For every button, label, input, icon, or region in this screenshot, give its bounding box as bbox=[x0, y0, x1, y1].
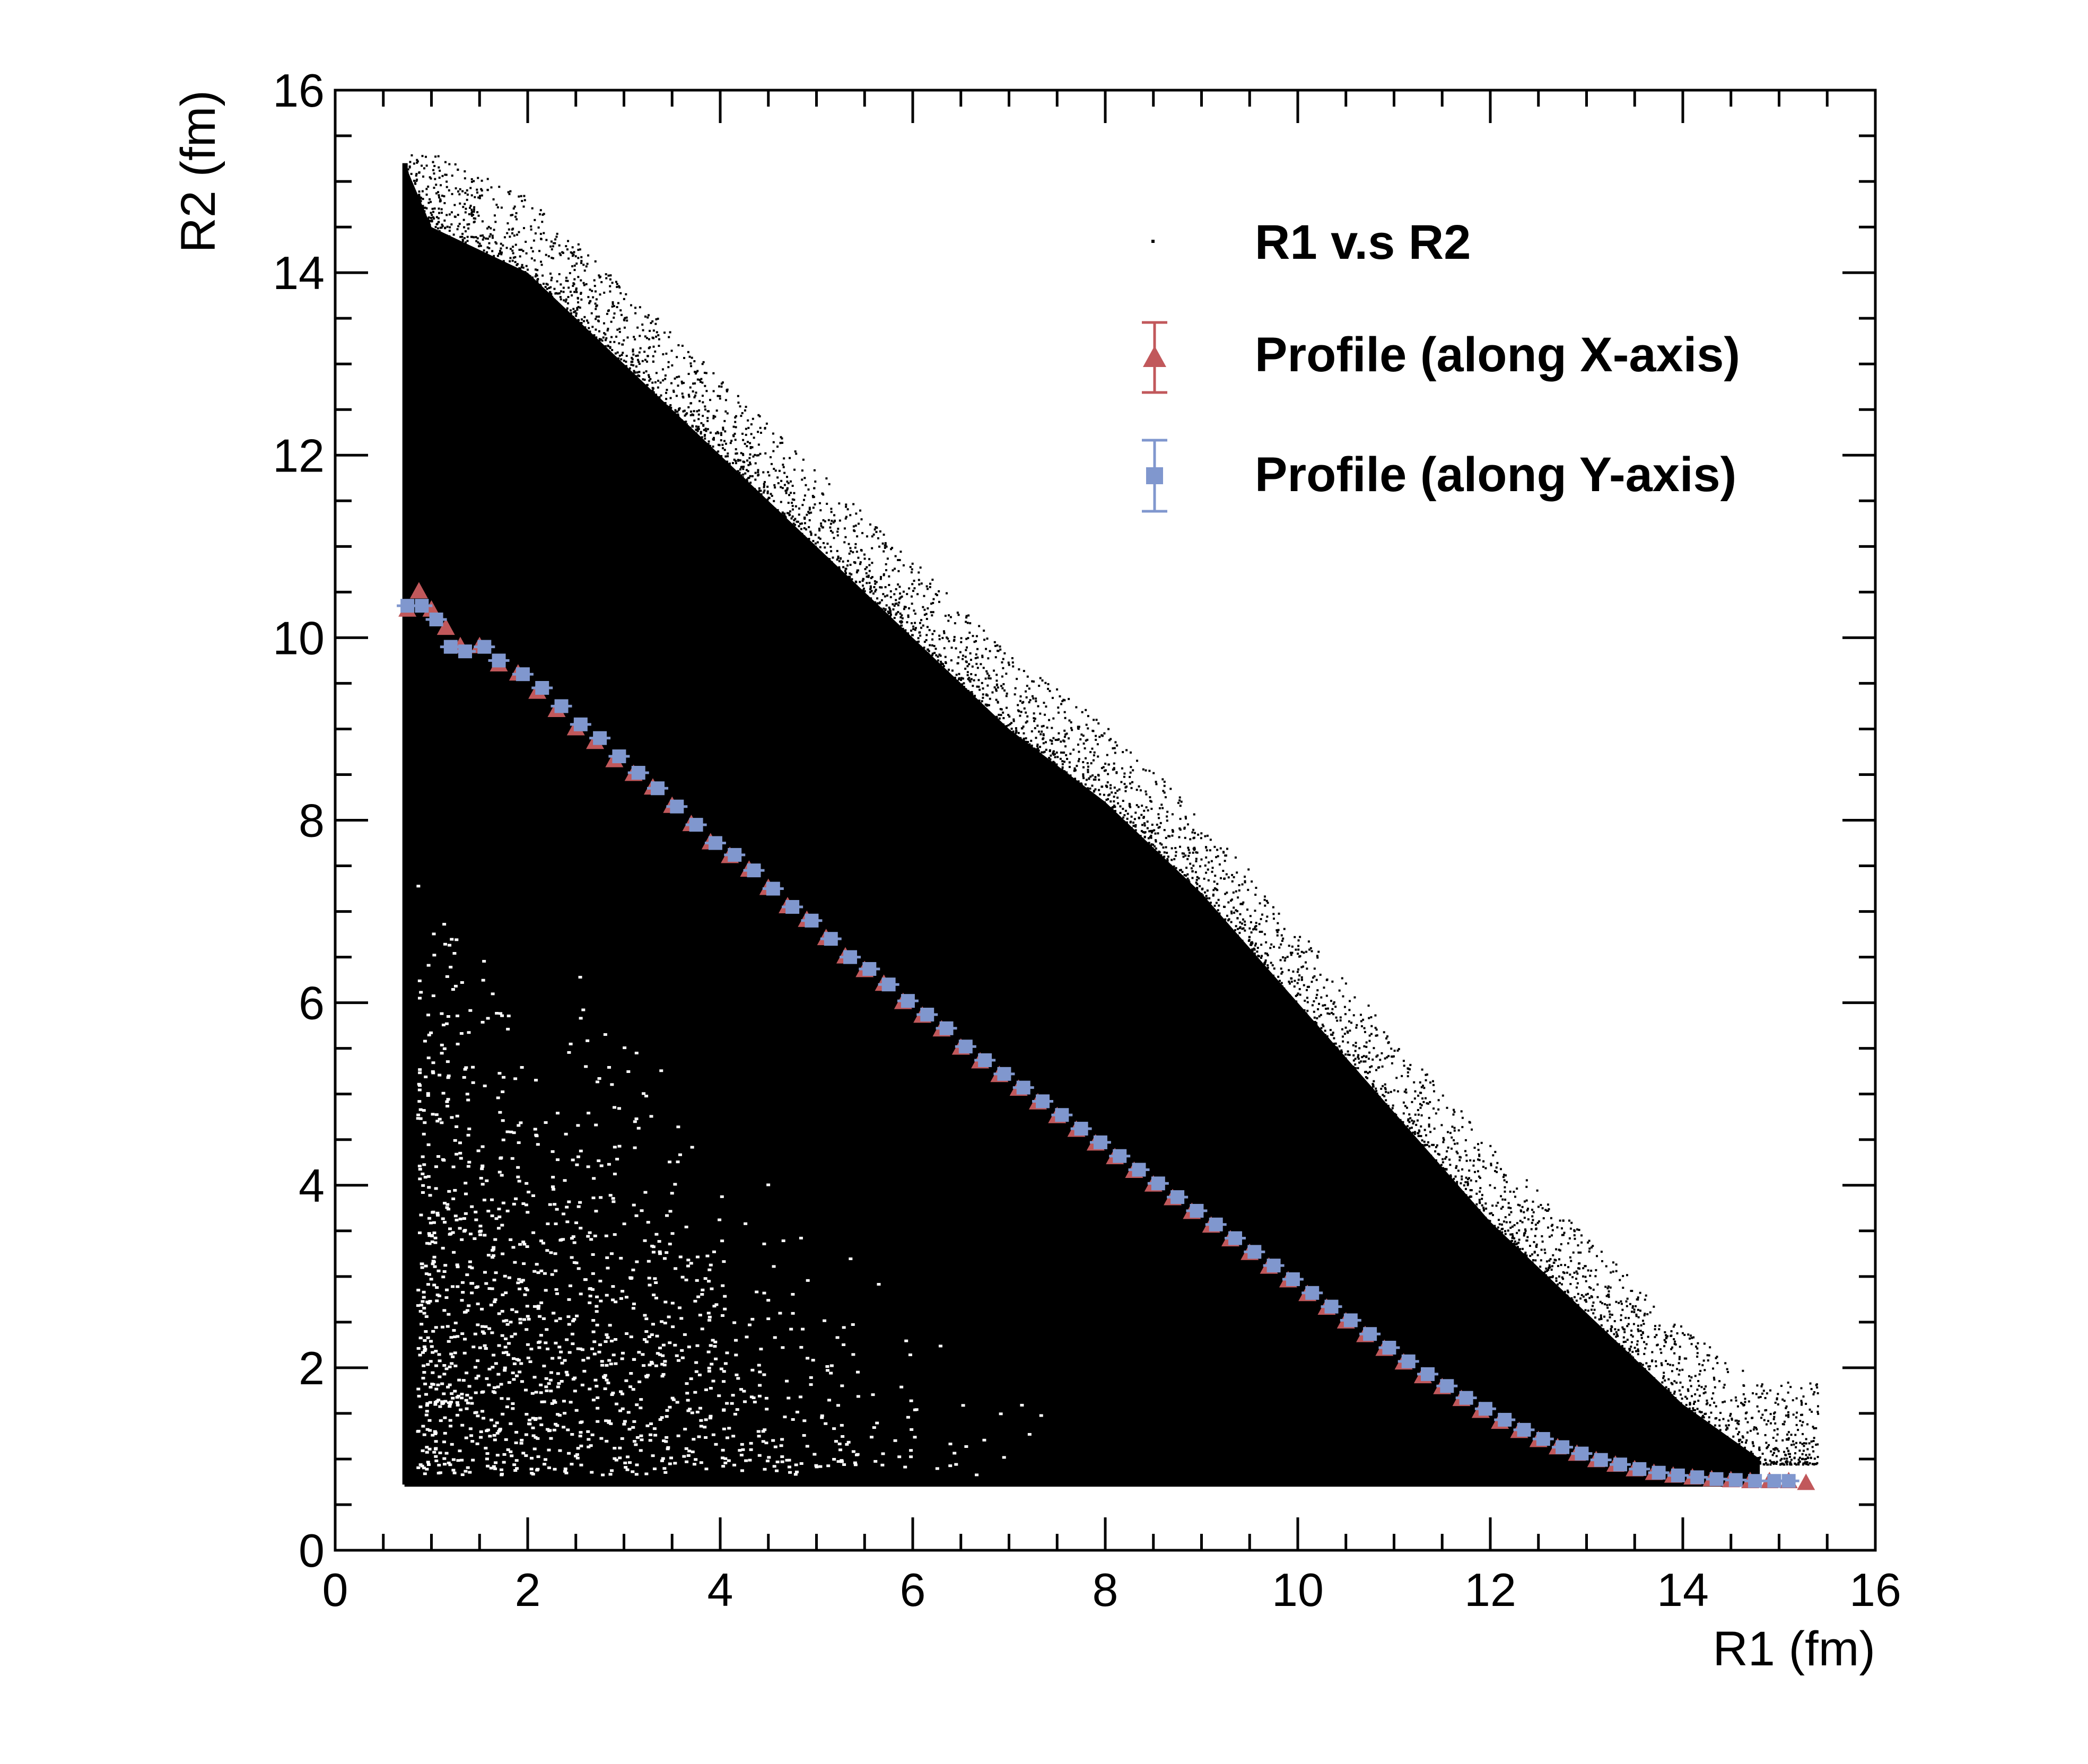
profile-x-point bbox=[436, 618, 455, 635]
scatter-cloud bbox=[402, 154, 1820, 1487]
scatter-left-edge bbox=[402, 163, 408, 1485]
y-axis-title: R2 (fm) bbox=[171, 90, 225, 253]
x-tick-label: 4 bbox=[707, 1564, 733, 1616]
scatter-outer-fringe bbox=[404, 154, 1820, 1466]
legend-label-profile-x: Profile (along X-axis) bbox=[1255, 328, 1740, 382]
profile-y-series bbox=[397, 599, 1799, 1488]
profile-x-point bbox=[1797, 1473, 1815, 1490]
profile-x-point bbox=[409, 582, 428, 599]
scatter-sparse-holes bbox=[416, 885, 1043, 1477]
x-tick-label: 16 bbox=[1849, 1564, 1901, 1616]
x-tick-label: 8 bbox=[1093, 1564, 1119, 1616]
x-tick-label: 12 bbox=[1464, 1564, 1516, 1616]
y-tick-label: 0 bbox=[299, 1524, 325, 1577]
x-tick-label: 0 bbox=[322, 1564, 348, 1616]
axis-ticks bbox=[334, 89, 1877, 1552]
y-tick-label: 16 bbox=[273, 64, 325, 117]
x-axis-title: R1 (fm) bbox=[1713, 1622, 1875, 1676]
x-tick-label: 2 bbox=[515, 1564, 541, 1616]
y-tick-label: 14 bbox=[273, 247, 325, 299]
y-tick-label: 10 bbox=[273, 612, 325, 664]
x-tick-label: 10 bbox=[1272, 1564, 1324, 1616]
tick-labels: 0 2 4 6 8 10 12 14 16 0 2 4 6 8 10 12 14 16 bbox=[273, 64, 1901, 1616]
y-tick-label: 2 bbox=[299, 1342, 325, 1394]
legend-label-scatter: R1 v.s R2 bbox=[1255, 215, 1471, 269]
legend-label-profile-y: Profile (along Y-axis) bbox=[1255, 448, 1736, 502]
x-tick-label: 14 bbox=[1657, 1564, 1709, 1616]
y-tick-label: 8 bbox=[299, 794, 325, 847]
legend-marker-scatter bbox=[1151, 240, 1155, 243]
legend: R1 v.s R2 Profile (along X-axis) Profile… bbox=[1142, 215, 1740, 513]
legend-marker-profile-x bbox=[1142, 321, 1167, 394]
scatter-density-region bbox=[404, 163, 1760, 1485]
y-tick-label: 12 bbox=[273, 429, 325, 482]
x-tick-label: 6 bbox=[900, 1564, 926, 1616]
scatter-bottom-band bbox=[404, 1482, 1760, 1487]
y-tick-label: 6 bbox=[299, 977, 325, 1029]
legend-marker-profile-y bbox=[1142, 439, 1167, 513]
y-tick-label: 4 bbox=[299, 1159, 325, 1212]
